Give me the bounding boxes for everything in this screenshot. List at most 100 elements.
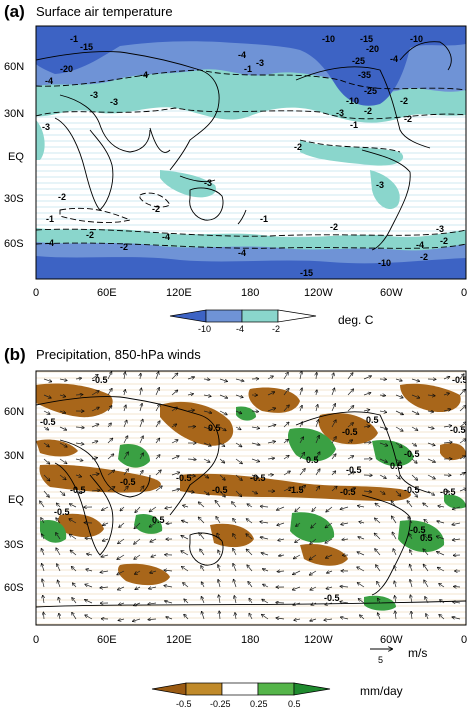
wind-vector [300, 371, 302, 380]
wind-vector [392, 532, 397, 540]
wind-vector [119, 603, 125, 605]
contour-label: -2 [364, 106, 372, 116]
wind-vector [203, 458, 210, 462]
wind-vector [247, 504, 253, 508]
lon-tick-label: 0 [33, 634, 39, 646]
contour-label: -0.5 [40, 417, 56, 427]
contour-label: -10 [346, 96, 359, 106]
wind-vector [376, 565, 381, 572]
wind-vector [411, 458, 417, 463]
wind-vector [135, 587, 141, 589]
wind-vector [43, 458, 50, 464]
wind-vector [85, 538, 93, 539]
wind-vector [260, 522, 269, 523]
wind-vector [107, 423, 111, 428]
wind-vector [411, 410, 419, 414]
contour-label: -4 [162, 232, 170, 242]
wind-vector [331, 454, 336, 460]
wind-vector [59, 442, 67, 447]
wind-vector [219, 378, 227, 381]
wind-vector [411, 442, 416, 446]
wind-vector [358, 599, 365, 604]
wind-vector [262, 615, 269, 620]
wind-vector [425, 597, 429, 604]
wind-vector [277, 571, 285, 572]
wind-vector [187, 491, 194, 492]
wind-vector [75, 395, 83, 396]
wind-vector [107, 470, 114, 476]
wind-vector [310, 538, 317, 544]
wind-vector [43, 378, 52, 382]
wind-vector [85, 600, 93, 604]
contour-label: -2 [152, 204, 160, 214]
wind-vector [359, 522, 365, 523]
lat-tick-label: EQ [8, 494, 24, 506]
wind-vector [410, 580, 412, 588]
contour-label: -0.5 [324, 593, 340, 603]
wind-vector [171, 390, 178, 396]
wind-vector [395, 611, 396, 620]
wind-vector [118, 586, 125, 590]
wind-vector [276, 618, 285, 619]
wind-vector [267, 392, 274, 396]
wind-vector [395, 426, 403, 431]
wind-vector [187, 459, 196, 460]
wind-vector [293, 570, 301, 574]
lon-tick-label: 120E [166, 287, 192, 299]
contour-label: -2 [120, 242, 128, 252]
wind-vector [251, 458, 259, 462]
wind-vector [199, 502, 205, 508]
colorbar-segment [221, 682, 259, 696]
wind-vector [123, 469, 128, 476]
wind-vector [251, 443, 260, 445]
wind-vector [276, 603, 285, 604]
contour-label: -10 [378, 258, 391, 268]
wind-vector [107, 438, 113, 444]
wind-vector [41, 549, 45, 556]
contour-labels: -1 -15 -20 -4 -3 -4 -3 -4 -1 -3 -10 -15 … [42, 34, 448, 278]
wind-vector [332, 373, 334, 380]
colorbar: -0.5 -0.25 0.25 0.5 mm/day [151, 682, 403, 709]
shade-region [36, 120, 45, 160]
contour-label: -4 [46, 238, 54, 248]
wind-vector [165, 507, 173, 508]
wind-vector [75, 443, 84, 444]
wind-vector [235, 474, 242, 480]
wind-vector [216, 517, 221, 524]
wind-vector [440, 600, 445, 604]
wind-vector [357, 567, 365, 572]
wind-vector [42, 534, 45, 540]
wind-vector [310, 586, 317, 590]
wind-vector [363, 410, 370, 411]
contour-label: -4 [390, 54, 398, 64]
wind-vector [184, 599, 189, 604]
wind-vector [299, 469, 305, 476]
wind-vector [107, 372, 112, 380]
wind-vector [311, 603, 317, 605]
wind-vector [124, 390, 125, 396]
wind-vector [260, 537, 269, 539]
wind-vector [101, 555, 109, 557]
colorbar-tick-label: 0.5 [288, 699, 301, 709]
wind-vector [164, 586, 173, 588]
wind-vector [203, 411, 212, 413]
lon-tick-label: 60W [380, 634, 403, 646]
wind-vector [155, 455, 160, 460]
wind-vector [150, 538, 157, 542]
wind-vector [58, 598, 60, 604]
colorbar-tick-label: -0.5 [176, 699, 192, 709]
wind-vector [299, 486, 305, 492]
colorbar: -10 -4 -2 deg. C [169, 309, 374, 334]
wind-vector [331, 420, 336, 428]
contour-label: -0.5 [212, 485, 228, 495]
shade-region [300, 140, 404, 166]
wind-vector [375, 518, 381, 524]
wind-vector [201, 566, 205, 572]
contour-label: -3 [42, 122, 50, 132]
wind-vector [72, 567, 77, 572]
contour-label: -2 [404, 114, 412, 124]
wind-vector [171, 424, 176, 428]
wind-vector [59, 474, 66, 480]
wind-vector [251, 427, 259, 428]
wind-vector [347, 373, 353, 380]
